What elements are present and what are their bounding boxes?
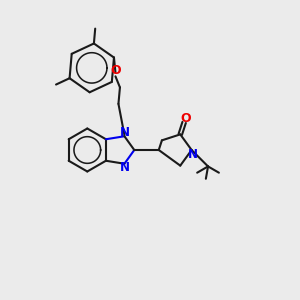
Text: O: O [110,64,121,77]
Text: N: N [119,126,129,139]
Text: O: O [180,112,191,125]
Text: N: N [119,161,129,174]
Text: N: N [188,148,197,161]
